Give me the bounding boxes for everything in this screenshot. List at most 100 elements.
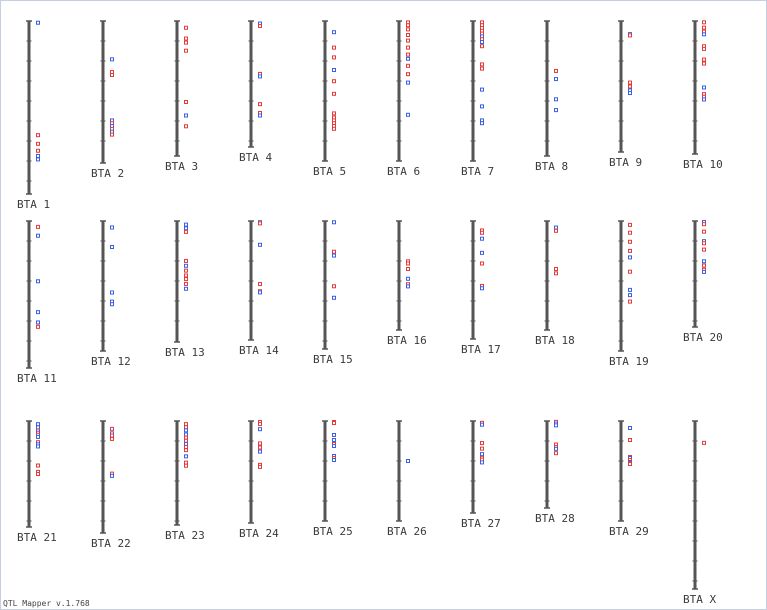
qtl-marker [184,100,188,104]
qtl-marker [110,290,114,295]
qtl-marker [628,80,632,85]
qtl-marker [184,268,188,273]
chromosome-bta-27[interactable]: BTA 27 [461,420,501,530]
qtl-marker [184,438,188,443]
chromosome-bta-4[interactable]: BTA 4 [239,20,272,164]
chromosome-bta-14[interactable]: BTA 14 [239,220,279,357]
qtl-marker [110,225,114,230]
qtl-marker [554,108,558,113]
qtl-marker [184,441,188,446]
qtl-marker [480,62,484,67]
chromosome-bta-5[interactable]: BTA 5 [313,20,346,178]
chromosome-label: BTA 11 [17,372,57,385]
qtl-marker [332,45,336,50]
qtl-marker [406,72,410,77]
qtl-marker [184,124,188,129]
qtl-marker [258,102,262,107]
qtl-marker [258,445,262,450]
chromosome-bta-26[interactable]: BTA 26 [387,420,427,538]
chromosome-label: BTA 23 [165,529,205,542]
chromosome-bta-15[interactable]: BTA 15 [313,220,353,366]
chromosome-bta-23[interactable]: BTA 23 [165,420,205,542]
chromosome-bta-12[interactable]: BTA 12 [91,220,131,368]
chromosome-bta-21[interactable]: BTA 21 [17,420,57,544]
chromosome-bta-22[interactable]: BTA 22 [91,420,131,550]
chromosome-bta-1[interactable]: BTA 1 [17,20,50,211]
chromosome-bta-17[interactable]: BTA 17 [461,220,501,356]
chromosome-label: BTA 17 [461,343,501,356]
qtl-marker [628,222,632,227]
chromosome-bta-8[interactable]: BTA 8 [535,20,568,173]
qtl-marker [332,55,336,60]
qtl-marker [406,56,410,61]
app-version-footer: QTL Mapper v.1.768 [3,599,90,608]
qtl-marker [628,269,632,274]
qtl-marker [36,224,40,229]
qtl-marker [36,324,40,329]
qtl-marker [332,458,336,462]
chromosome-bta-9[interactable]: BTA 9 [609,20,642,169]
qtl-marker [110,72,114,77]
chromosome-bta-11[interactable]: BTA 11 [17,220,57,385]
chromosome-bta-29[interactable]: BTA 29 [609,420,649,538]
chromosome-bta-7[interactable]: BTA 7 [461,20,494,178]
qtl-marker [36,141,40,146]
chromosome-bta-16[interactable]: BTA 16 [387,220,427,347]
chromosome-bta-10[interactable]: BTA 10 [683,20,723,171]
qtl-marker [184,48,188,53]
chromosome-label: BTA 4 [239,151,272,164]
qtl-marker [36,434,40,439]
qtl-marker [554,225,558,230]
qtl-marker [702,61,706,66]
qtl-marker [332,438,336,442]
qtl-marker [554,423,558,428]
qtl-marker [554,228,558,233]
chromosome-bta-28[interactable]: BTA 28 [535,419,575,525]
qtl-marker [332,284,336,289]
chromosome-label: BTA 14 [239,344,279,357]
qtl-marker [702,241,706,246]
qtl-marker [480,44,484,49]
qtl-marker [406,33,410,37]
qtl-marker [110,132,114,137]
chromosome-bta-3[interactable]: BTA 3 [165,20,198,173]
qtl-marker [702,229,706,234]
chromosome-bta-19[interactable]: BTA 19 [609,220,649,368]
qtl-marker [184,425,188,430]
qtl-marker [406,45,410,50]
qtl-marker [332,111,336,116]
qtl-marker [258,464,262,469]
qtl-marker [184,428,188,433]
qtl-marker [184,277,188,282]
qtl-marker [702,57,706,62]
qtl-marker [332,30,336,35]
qtl-marker [184,113,188,118]
qtl-marker [480,40,484,44]
qtl-marker [184,286,188,291]
qtl-marker [36,463,40,468]
chromosome-bta-25[interactable]: BTA 25 [313,420,353,539]
qtl-marker [554,97,558,102]
chromosome-bta-x[interactable]: BTA X [683,420,716,606]
qtl-marker [184,435,188,440]
chromosome-bta-18[interactable]: BTA 18 [535,220,575,347]
chromosome-label: BTA 3 [165,160,198,173]
chromosome-bta-24[interactable]: BTA 24 [239,420,279,540]
qtl-marker [406,63,410,68]
chromosome-bta-13[interactable]: BTA 13 [165,220,205,359]
qtl-marker [36,422,40,427]
qtl-marker [258,449,262,454]
qtl-marker [184,281,188,286]
qtl-marker [480,87,484,92]
chromosome-label: BTA 8 [535,160,568,173]
qtl-marker [628,91,632,96]
qtl-marker [628,426,632,430]
chromosome-bta-20[interactable]: BTA 20 [683,220,723,344]
qtl-marker [702,263,706,268]
chromosome-bta-6[interactable]: BTA 6 [387,20,420,178]
qtl-marker [628,287,632,292]
chromosome-bta-2[interactable]: BTA 2 [91,20,124,180]
chromosome-label: BTA 7 [461,165,494,178]
qtl-marker [332,421,336,425]
qtl-marker [184,25,188,30]
